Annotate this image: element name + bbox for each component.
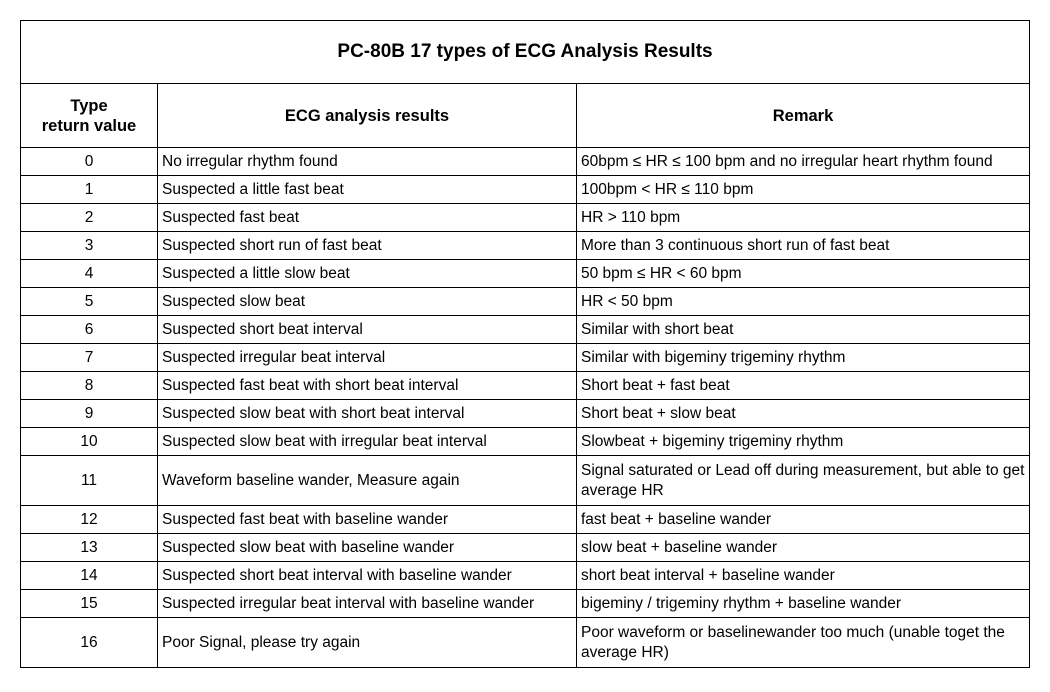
type-cell: 8 xyxy=(20,371,158,400)
table-row: 7 Suspected irregular beat interval Simi… xyxy=(20,343,1031,372)
type-cell: 16 xyxy=(20,617,158,668)
remark-cell: Short beat + fast beat xyxy=(575,371,1031,400)
title-row: PC-80B 17 types of ECG Analysis Results xyxy=(19,20,1031,84)
result-cell: Suspected fast beat with short beat inte… xyxy=(157,371,577,400)
type-cell: 0 xyxy=(20,147,158,176)
remark-cell: 60bpm ≤ HR ≤ 100 bpm and no irregular he… xyxy=(575,147,1031,176)
type-cell: 14 xyxy=(20,561,158,590)
result-cell: Suspected short run of fast beat xyxy=(157,231,577,260)
type-cell: 11 xyxy=(20,455,158,506)
header-remark: Remark xyxy=(575,83,1031,148)
remark-cell: Slowbeat + bigeminy trigeminy rhythm xyxy=(575,427,1031,456)
result-cell: Suspected a little fast beat xyxy=(157,175,577,204)
remark-cell: fast beat + baseline wander xyxy=(575,505,1031,534)
table-row: 4 Suspected a little slow beat 50 bpm ≤ … xyxy=(20,259,1031,288)
remark-cell: Poor waveform or baselinewander too much… xyxy=(575,617,1031,668)
remark-cell: bigeminy / trigeminy rhythm + baseline w… xyxy=(575,589,1031,618)
table-row: 3 Suspected short run of fast beat More … xyxy=(20,231,1031,260)
remark-cell: short beat interval + baseline wander xyxy=(575,561,1031,590)
table-title: PC-80B 17 types of ECG Analysis Results xyxy=(19,20,1031,84)
result-cell: Suspected a little slow beat xyxy=(157,259,577,288)
result-cell: Suspected slow beat with short beat inte… xyxy=(157,399,577,428)
result-cell: Suspected slow beat with irregular beat … xyxy=(157,427,577,456)
type-cell: 6 xyxy=(20,315,158,344)
result-cell: Suspected slow beat with baseline wander xyxy=(157,533,577,562)
table-row: 12 Suspected fast beat with baseline wan… xyxy=(20,505,1031,534)
header-row: Type return value ECG analysis results R… xyxy=(20,83,1031,148)
table-row: 11 Waveform baseline wander, Measure aga… xyxy=(20,455,1031,506)
table-row: 16 Poor Signal, please try again Poor wa… xyxy=(20,617,1031,668)
result-cell: Suspected fast beat xyxy=(157,203,577,232)
remark-cell: Similar with short beat xyxy=(575,315,1031,344)
table-row: 10 Suspected slow beat with irregular be… xyxy=(20,427,1031,456)
remark-cell: Signal saturated or Lead off during meas… xyxy=(575,455,1031,506)
table-row: 14 Suspected short beat interval with ba… xyxy=(20,561,1031,590)
result-cell: Suspected irregular beat interval with b… xyxy=(157,589,577,618)
type-cell: 3 xyxy=(20,231,158,260)
table-row: 2 Suspected fast beat HR > 110 bpm xyxy=(20,203,1031,232)
type-cell: 2 xyxy=(20,203,158,232)
remark-cell: HR < 50 bpm xyxy=(575,287,1031,316)
remark-cell: More than 3 continuous short run of fast… xyxy=(575,231,1031,260)
type-cell: 15 xyxy=(20,589,158,618)
type-cell: 4 xyxy=(20,259,158,288)
result-cell: Waveform baseline wander, Measure again xyxy=(157,455,577,506)
result-cell: Suspected irregular beat interval xyxy=(157,343,577,372)
result-cell: Suspected slow beat xyxy=(157,287,577,316)
remark-cell: slow beat + baseline wander xyxy=(575,533,1031,562)
result-cell: Poor Signal, please try again xyxy=(157,617,577,668)
remark-cell: 50 bpm ≤ HR < 60 bpm xyxy=(575,259,1031,288)
table-row: 5 Suspected slow beat HR < 50 bpm xyxy=(20,287,1031,316)
result-cell: Suspected short beat interval xyxy=(157,315,577,344)
header-type: Type return value xyxy=(20,83,158,148)
type-cell: 9 xyxy=(20,399,158,428)
table-row: 1 Suspected a little fast beat 100bpm < … xyxy=(20,175,1031,204)
result-cell: Suspected short beat interval with basel… xyxy=(157,561,577,590)
remark-cell: Similar with bigeminy trigeminy rhythm xyxy=(575,343,1031,372)
type-cell: 1 xyxy=(20,175,158,204)
remark-cell: 100bpm < HR ≤ 110 bpm xyxy=(575,175,1031,204)
table-row: 0 No irregular rhythm found 60bpm ≤ HR ≤… xyxy=(20,147,1031,176)
result-cell: No irregular rhythm found xyxy=(157,147,577,176)
table-row: 8 Suspected fast beat with short beat in… xyxy=(20,371,1031,400)
header-type-line1: Type xyxy=(70,96,108,115)
type-cell: 12 xyxy=(20,505,158,534)
type-cell: 10 xyxy=(20,427,158,456)
type-cell: 7 xyxy=(20,343,158,372)
result-cell: Suspected fast beat with baseline wander xyxy=(157,505,577,534)
header-result: ECG analysis results xyxy=(157,83,577,148)
table-row: 9 Suspected slow beat with short beat in… xyxy=(20,399,1031,428)
remark-cell: Short beat + slow beat xyxy=(575,399,1031,428)
header-type-line2: return value xyxy=(41,116,137,135)
table-row: 6 Suspected short beat interval Similar … xyxy=(20,315,1031,344)
table-row: 15 Suspected irregular beat interval wit… xyxy=(20,589,1031,618)
remark-cell: HR > 110 bpm xyxy=(575,203,1031,232)
type-cell: 13 xyxy=(20,533,158,562)
type-cell: 5 xyxy=(20,287,158,316)
table-row: 13 Suspected slow beat with baseline wan… xyxy=(20,533,1031,562)
ecg-results-table: PC-80B 17 types of ECG Analysis Results … xyxy=(19,20,1031,668)
